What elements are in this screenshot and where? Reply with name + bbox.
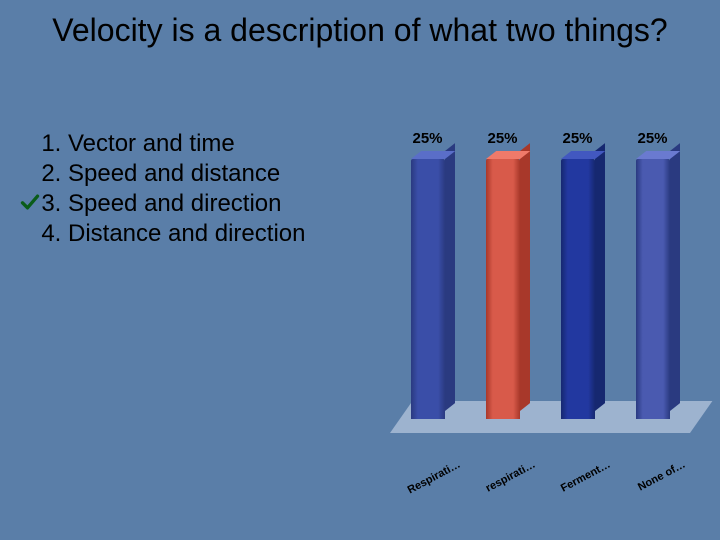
bar-front <box>561 159 595 419</box>
bars-wrap: Respirati…respirati…Ferment…None of… <box>390 153 690 433</box>
x-label-1: Respirati… <box>396 456 468 502</box>
bars <box>390 159 690 419</box>
bar-front <box>486 159 520 419</box>
x-axis-labels: Respirati…respirati…Ferment…None of… <box>390 455 690 467</box>
bar-side <box>445 143 455 411</box>
poll-chart: 25%25%25%25% Respirati…respirati…Ferment… <box>390 130 690 490</box>
answer-list: Vector and timeSpeed and distanceSpeed a… <box>40 130 305 250</box>
slide-title: Velocity is a description of what two th… <box>0 0 720 49</box>
bar-4 <box>636 159 670 419</box>
checkmark-icon <box>20 192 40 212</box>
slide: Velocity is a description of what two th… <box>0 0 720 540</box>
bar-2 <box>486 159 520 419</box>
x-label-2: respirati… <box>471 456 543 502</box>
bar-side <box>595 143 605 411</box>
answer-option-1[interactable]: Vector and time <box>68 130 305 158</box>
bar-front <box>411 159 445 419</box>
bar-1 <box>411 159 445 419</box>
answer-option-4[interactable]: Distance and direction <box>68 220 305 248</box>
x-label-3: Ferment… <box>546 456 618 502</box>
bar-side <box>520 143 530 411</box>
bar-3 <box>561 159 595 419</box>
bar-side <box>670 143 680 411</box>
x-label-4: None of… <box>621 456 693 502</box>
bar-front <box>636 159 670 419</box>
answer-option-3[interactable]: Speed and direction <box>68 190 305 218</box>
percent-labels-row: 25%25%25%25% <box>390 130 690 147</box>
answer-option-2[interactable]: Speed and distance <box>68 160 305 188</box>
